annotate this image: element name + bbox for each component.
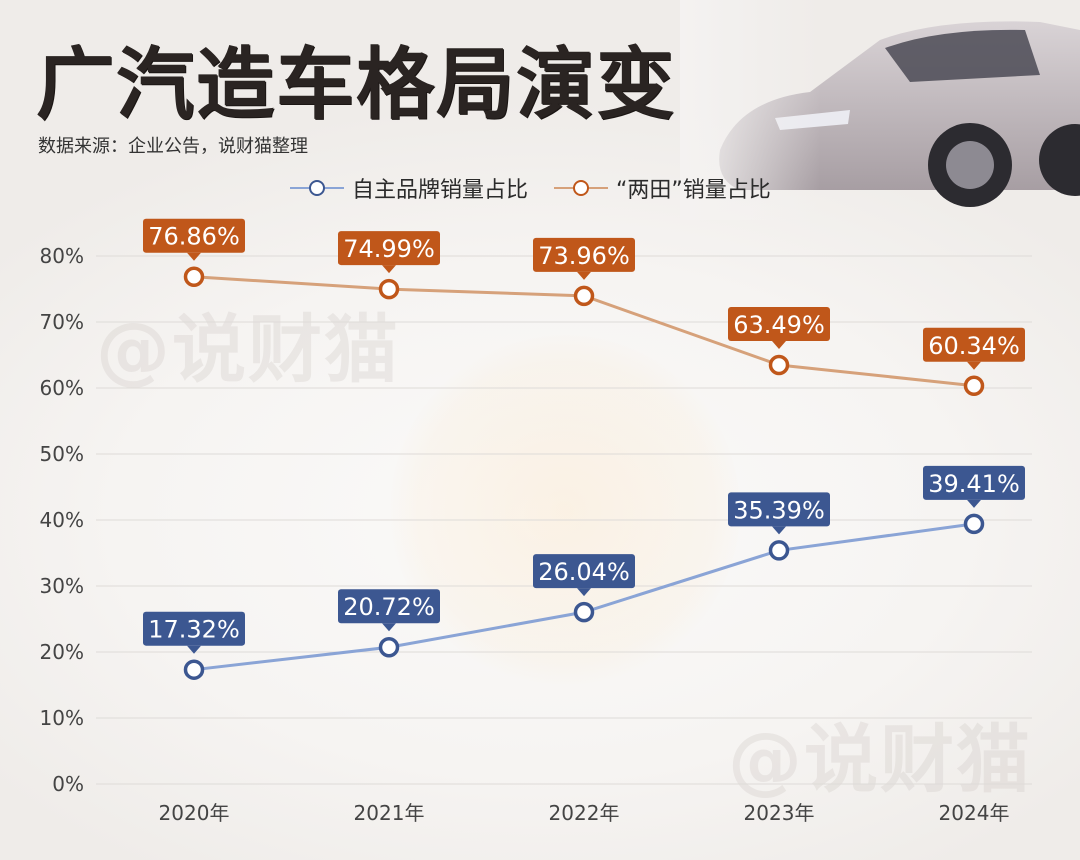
- watermark-bottom: @说财猫: [728, 717, 1032, 803]
- data-label-pointer: [577, 588, 591, 597]
- data-label: 73.96%: [538, 242, 630, 270]
- x-tick-label: 2021年: [354, 801, 425, 825]
- x-tick-label: 2020年: [159, 801, 230, 825]
- data-label-pointer: [772, 340, 786, 349]
- watermark-cat-badge: [390, 335, 740, 685]
- y-tick-label: 20%: [40, 640, 84, 664]
- y-tick-label: 60%: [40, 376, 84, 400]
- data-point: [963, 375, 985, 397]
- data-point: [378, 278, 400, 300]
- data-label-box: [728, 492, 830, 527]
- data-label: 20.72%: [343, 593, 435, 621]
- data-label-pointer: [382, 623, 396, 632]
- data-label-pointer: [187, 252, 201, 261]
- data-label-pointer: [967, 361, 981, 370]
- data-label-box: [143, 218, 245, 253]
- data-label-box: [533, 237, 635, 272]
- legend-marker-orange: [554, 178, 609, 198]
- legend-label-jv: “两田”销量占比: [616, 178, 771, 203]
- data-label: 39.41%: [928, 470, 1020, 498]
- data-point: [183, 266, 205, 287]
- watermark-top: @说财猫: [96, 307, 400, 393]
- data-point: [573, 601, 595, 623]
- x-tick-label: 2022年: [549, 801, 620, 825]
- data-point: [378, 636, 400, 658]
- data-label: 63.49%: [733, 311, 825, 339]
- legend-item-jv: “两田”销量占比: [554, 172, 771, 204]
- data-label-box: [143, 611, 245, 646]
- data-point: [183, 659, 205, 680]
- data-point: [768, 540, 790, 561]
- data-label-box: [338, 589, 440, 624]
- data-point: [963, 513, 985, 535]
- y-tick-label: 50%: [40, 442, 84, 466]
- data-label-box: [923, 327, 1025, 362]
- y-tick-label: 70%: [40, 310, 84, 334]
- data-label-pointer: [382, 265, 396, 274]
- legend-label-domestic: 自主品牌销量占比: [352, 178, 529, 203]
- x-tick-label: 2024年: [939, 801, 1010, 825]
- y-tick-label: 10%: [40, 706, 84, 730]
- y-tick-label: 0%: [52, 772, 84, 796]
- x-tick-label: 2023年: [744, 801, 815, 825]
- data-label-pointer: [577, 271, 591, 280]
- y-tick-label: 30%: [40, 574, 84, 598]
- y-tick-label: 40%: [40, 508, 84, 532]
- data-label: 74.99%: [343, 235, 435, 263]
- data-label-box: [338, 231, 440, 266]
- data-label-box: [533, 554, 635, 589]
- data-label: 35.39%: [733, 496, 825, 524]
- data-label: 26.04%: [538, 558, 630, 586]
- legend: 自主品牌销量占比 “两田”销量占比: [290, 170, 771, 206]
- data-label: 17.32%: [148, 616, 240, 644]
- series-line-0: [193, 522, 975, 672]
- data-label-pointer: [967, 499, 981, 508]
- y-tick-label: 80%: [40, 244, 84, 268]
- chart-title: 广汽造车格局演变: [36, 40, 677, 130]
- car-image: [680, 0, 1080, 220]
- source-note: 数据来源：企业公告，说财猫整理: [38, 136, 308, 157]
- data-label-box: [923, 465, 1025, 500]
- data-label-pointer: [187, 645, 201, 654]
- data-point: [573, 285, 595, 307]
- legend-item-domestic: 自主品牌销量占比: [290, 172, 528, 204]
- data-point: [768, 354, 790, 376]
- data-label-pointer: [772, 526, 786, 535]
- data-label: 76.86%: [148, 223, 240, 251]
- data-label: 60.34%: [928, 332, 1020, 360]
- data-label-box: [728, 306, 830, 341]
- legend-marker-blue: [290, 178, 344, 198]
